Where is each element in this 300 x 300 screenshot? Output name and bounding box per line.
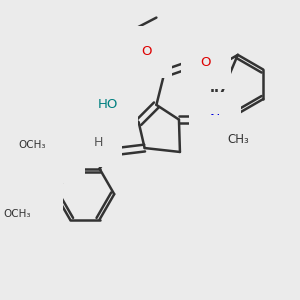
Text: O: O [34, 149, 45, 162]
Text: OCH₃: OCH₃ [22, 156, 26, 158]
Text: O: O [141, 45, 152, 58]
Text: N: N [210, 112, 220, 127]
Text: O: O [32, 197, 43, 210]
Text: O: O [200, 56, 211, 69]
Text: H: H [94, 136, 103, 149]
Text: CH₃: CH₃ [227, 133, 249, 146]
Text: O: O [55, 150, 65, 164]
Text: HO: HO [98, 98, 118, 111]
Text: OCH₃: OCH₃ [3, 209, 31, 219]
Text: O: O [47, 148, 58, 161]
Text: OCH₃: OCH₃ [18, 140, 46, 150]
